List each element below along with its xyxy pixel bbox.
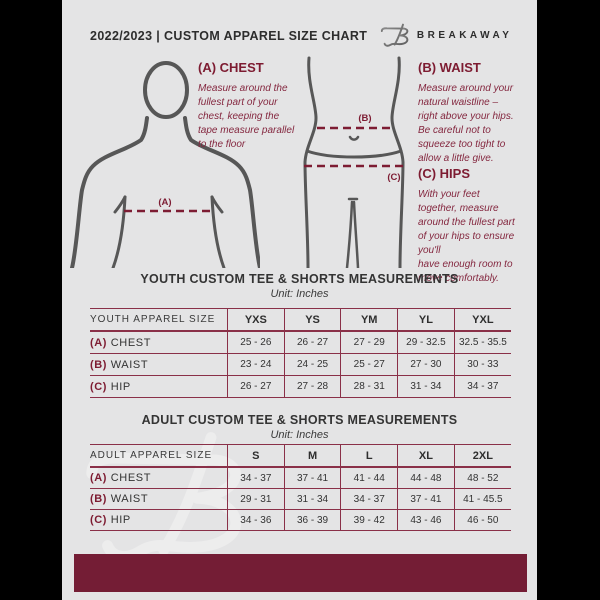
size-value-cell: 27 - 28 [284,375,342,398]
chest-guide: (A) CHEST Measure around the fullest par… [198,60,320,152]
row-key: (A) [90,336,108,349]
size-value-cell: 34 - 36 [227,509,285,531]
chest-guide-body: Measure around the fullest part of your … [198,83,295,150]
size-value-cell: 39 - 42 [340,509,399,531]
waist-marker-label: (B) [358,113,371,124]
size-value-cell: 44 - 48 [397,467,455,489]
hips-guide-heading: (C) HIPS [418,166,470,181]
table-row: (B) WAIST 23 - 24 24 - 25 25 - 27 27 - 30 30 … [90,353,511,376]
size-value-cell: 37 - 41 [397,488,455,510]
row-label: HIP [107,380,131,393]
size-value-cell: 41 - 44 [340,467,399,489]
measure-label-cell: (B) WAIST [90,353,228,376]
table-row: (C) HIP 26 - 27 27 - 28 28 - 31 31 - 34 34 - … [90,375,511,398]
adult-section-title: ADULT CUSTOM TEE & SHORTS MEASUREMENTS [141,413,458,427]
size-value-cell: 25 - 27 [340,353,399,376]
size-value-cell: 26 - 27 [227,375,285,398]
size-value-cell: 41 - 45.5 [454,488,511,510]
row-key: (B) [90,358,108,371]
adult-unit-label: Unit: Inches [270,429,329,441]
page-title: 2022/2023 | CUSTOM APPAREL SIZE CHART [90,27,368,43]
page: 2022/2023 | CUSTOM APPAREL SIZE CHART [62,0,537,600]
lower-body-figure-diagram: (B) (C) [303,56,407,268]
size-column-header: YM [340,308,399,332]
size-column-header: YXS [227,308,285,332]
youth-size-table: YOUTH APPAREL SIZE YXS YS YM YL YXL (A) CHEST 2… [90,308,511,398]
table-corner-header: YOUTH APPAREL SIZE [90,308,228,332]
size-value-cell: 31 - 34 [284,488,342,510]
measure-label-cell: (C) HIP [90,375,228,398]
row-key: (C) [90,380,108,393]
size-value-cell: 29 - 32.5 [397,331,455,354]
row-label: CHEST [107,336,152,349]
torso-figure-diagram: (A) [70,61,260,268]
size-value-cell: 29 - 31 [227,488,285,510]
table-row: (B) WAIST 29 - 31 31 - 34 34 - 37 37 - 41 41 … [90,488,511,510]
row-label: HIP [107,514,131,526]
waist-guide-heading: (B) WAIST [418,60,481,75]
table-corner-header: ADULT APPAREL SIZE [90,444,228,468]
measure-label-cell: (A) CHEST [90,467,228,489]
size-column-header: YS [284,308,342,332]
waist-guide-body: Measure around your natural waistline – … [418,83,514,164]
table-header-row: ADULT APPAREL SIZE S M L XL 2XL [90,444,511,468]
size-column-header: YXL [454,308,511,332]
hips-marker-label: (C) [387,172,400,183]
size-column-header: S [227,444,285,468]
size-column-header: XL [397,444,455,468]
size-value-cell: 48 - 52 [454,467,511,489]
breakaway-b-logo-icon [380,23,409,47]
adult-size-table: ADULT APPAREL SIZE S M L XL 2XL (A) CHEST 34 - … [90,444,511,531]
size-value-cell: 36 - 39 [284,509,342,531]
size-value-cell: 25 - 26 [227,331,285,354]
measure-label-cell: (B) WAIST [90,488,228,510]
size-value-cell: 43 - 46 [397,509,455,531]
size-value-cell: 24 - 25 [284,353,342,376]
size-value-cell: 46 - 50 [454,509,511,531]
size-value-cell: 27 - 29 [340,331,399,354]
size-value-cell: 34 - 37 [340,488,399,510]
table-row: (A) CHEST 34 - 37 37 - 41 41 - 44 44 - 48 48 … [90,467,511,489]
size-value-cell: 23 - 24 [227,353,285,376]
header: 2022/2023 | CUSTOM APPAREL SIZE CHART [90,22,509,48]
table-header-row: YOUTH APPAREL SIZE YXS YS YM YL YXL [90,308,511,332]
row-key: (B) [90,493,108,505]
size-value-cell: 26 - 27 [284,331,342,354]
chest-marker-label: (A) [158,197,171,208]
table-row: (C) HIP 34 - 36 36 - 39 39 - 42 43 - 46 46 - … [90,509,511,531]
measure-label-cell: (A) CHEST [90,331,228,354]
size-value-cell: 27 - 30 [397,353,455,376]
size-value-cell: 34 - 37 [454,375,511,398]
hips-guide-body: With your feet together, measure around … [418,189,515,284]
hips-guide: (C) HIPS With your feet together, measur… [418,166,540,286]
size-value-cell: 30 - 33 [454,353,511,376]
measure-label-cell: (C) HIP [90,509,228,531]
size-value-cell: 37 - 41 [284,467,342,489]
youth-unit-label: Unit: Inches [270,288,329,300]
row-label: WAIST [107,358,149,371]
row-label: CHEST [107,472,152,484]
size-value-cell: 28 - 31 [340,375,399,398]
size-value-cell: 34 - 37 [227,467,285,489]
youth-section-title: YOUTH CUSTOM TEE & SHORTS MEASUREMENTS [140,272,459,286]
footer-accent-bar [74,554,527,592]
size-column-header: 2XL [454,444,511,468]
size-column-header: YL [397,308,455,332]
size-column-header: M [284,444,342,468]
brand-name: BREAKAWAY [416,29,513,41]
size-value-cell: 32.5 - 35.5 [454,331,511,354]
size-column-header: L [340,444,399,468]
waist-guide: (B) WAIST Measure around your natural wa… [418,60,540,166]
row-key: (A) [90,472,108,484]
row-key: (C) [90,514,108,526]
chest-guide-heading: (A) CHEST [198,60,264,75]
row-label: WAIST [107,493,149,505]
size-value-cell: 31 - 34 [397,375,455,398]
table-row: (A) CHEST 25 - 26 26 - 27 27 - 29 29 - 32.5 3… [90,331,511,354]
brand-lockup: BREAKAWAY [379,22,513,48]
